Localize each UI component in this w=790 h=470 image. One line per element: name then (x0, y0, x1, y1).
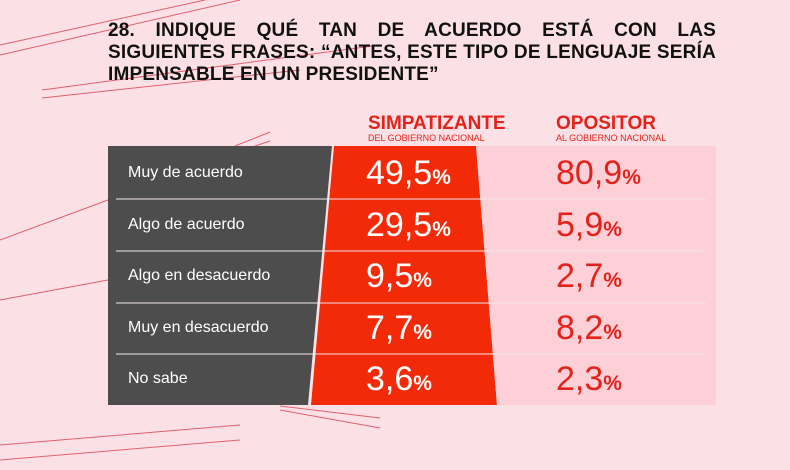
simpatizante-value: 7,7% (366, 308, 432, 347)
row-label: Muy de acuerdo (128, 164, 243, 181)
label-panel (108, 146, 332, 405)
row-label: Algo en desacuerdo (128, 267, 271, 285)
table-row: Algo en desacuerdo 9,5% 2,7% (0, 250, 790, 302)
row-label: No sabe (128, 370, 188, 388)
opositor-value: 8,2% (556, 308, 622, 347)
opositor-value: 5,9% (556, 205, 622, 244)
opositor-panel (476, 146, 716, 405)
simpatizante-value: 29,5% (366, 205, 451, 244)
table-row: Algo de acuerdo 29,5% 5,9% (0, 199, 790, 251)
row-label: Muy en desacuerdo (128, 318, 269, 336)
row-label: Algo de acuerdo (128, 215, 245, 233)
table-row: Muy de acuerdo 49,5% 80,9% (0, 147, 790, 199)
opositor-value: 80,9% (556, 154, 641, 192)
opositor-value: 2,7% (556, 257, 622, 296)
column-header-simpatizante: SIMPATIZANTE DEL GOBIERNO NACIONAL (368, 113, 506, 143)
table-row: No sabe 3,6% 2,3% (0, 353, 790, 405)
simpatizante-value: 9,5% (366, 257, 432, 296)
opositor-value: 2,3% (556, 360, 622, 399)
column-header-opositor: OPOSITOR AL GOBIERNO NACIONAL (556, 113, 667, 143)
simpatizante-value: 49,5% (366, 154, 451, 192)
question-title: 28. INDIQUE QUÉ TAN DE ACUERDO ESTÁ CON … (108, 20, 716, 85)
simpatizante-panel (311, 146, 497, 405)
table-row: Muy en desacuerdo 7,7% 8,2% (0, 302, 790, 354)
simpatizante-value: 3,6% (366, 360, 432, 399)
